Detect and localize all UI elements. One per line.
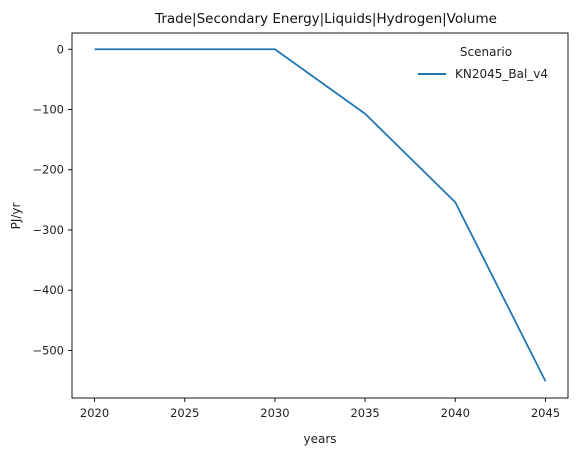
x-tick-label: 2040 (441, 406, 470, 420)
y-tick-label: −500 (32, 343, 64, 357)
x-tick-label: 2030 (260, 406, 289, 420)
x-axis: 2020 2025 2030 2035 2040 2045 (80, 398, 560, 420)
chart-title: Trade|Secondary Energy|Liquids|Hydrogen|… (154, 11, 497, 27)
series-line-kn2045-bal-v4 (94, 48, 547, 382)
x-axis-label: years (303, 432, 336, 446)
x-tick-label: 2035 (350, 406, 379, 420)
y-tick-label: −200 (32, 163, 64, 177)
x-tick-label: 2045 (531, 406, 560, 420)
y-tick-label: −300 (32, 223, 64, 237)
y-tick-label: −100 (32, 102, 64, 116)
y-tick-label: 0 (57, 42, 64, 56)
legend: Scenario KN2045_Bal_v4 (418, 45, 548, 81)
legend-entry-label: KN2045_Bal_v4 (455, 67, 548, 81)
x-tick-label: 2020 (80, 406, 109, 420)
plot-frame (71, 32, 569, 399)
y-axis: 0 −100 −200 −300 −400 −500 (32, 42, 72, 357)
legend-title: Scenario (460, 45, 512, 59)
y-tick-label: −400 (32, 283, 64, 297)
y-axis-label: PJ/yr (9, 203, 23, 230)
plot-area (94, 48, 547, 382)
x-tick-label: 2025 (170, 406, 199, 420)
